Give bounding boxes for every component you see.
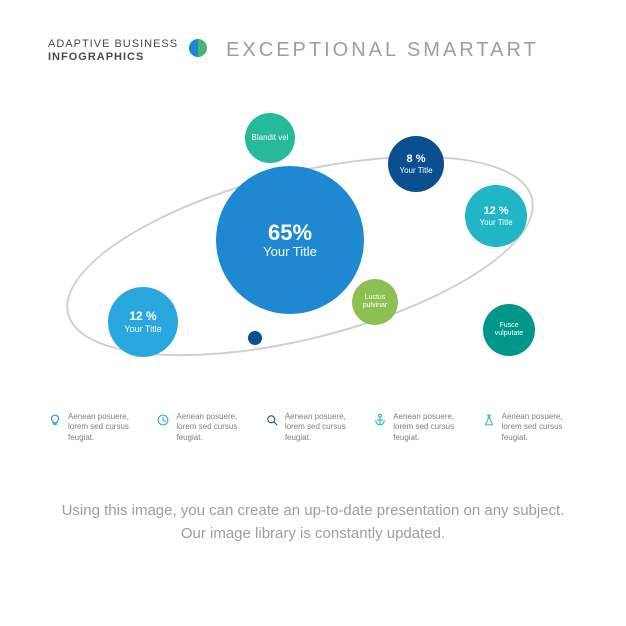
footer: Using this image, you can create an up-t… [48, 500, 578, 545]
feature-text: Aenean posuere, lorem sed cursus feugiat… [176, 412, 252, 443]
bubble-label: Your Title [475, 218, 516, 227]
flask-icon [482, 413, 496, 432]
bubble-label: Your Title [395, 166, 436, 175]
bubble-center: 65%Your Title [216, 166, 364, 314]
header: ADAPTIVE BUSINESS INFOGRAPHICS EXCEPTION… [48, 38, 578, 63]
bubble-dot [248, 331, 262, 345]
feature-item: Aenean posuere, lorem sed cursus feugiat… [373, 412, 469, 443]
feature-item: Aenean posuere, lorem sed cursus feugiat… [265, 412, 361, 443]
bubble-b3: 8 %Your Title [388, 136, 444, 192]
feature-item: Aenean posuere, lorem sed cursus feugiat… [156, 412, 252, 443]
brand-line-2: INFOGRAPHICS [48, 51, 178, 63]
feature-text: Aenean posuere, lorem sed cursus feugiat… [393, 412, 469, 443]
bubble-percent: 65% [268, 220, 312, 245]
search-icon [265, 413, 279, 432]
brand-line-1: ADAPTIVE BUSINESS [48, 38, 178, 50]
bubble-b5: Luctus pulvinar [352, 279, 398, 325]
bubble-b2: Blandit vel [245, 113, 295, 163]
brand-block: ADAPTIVE BUSINESS INFOGRAPHICS [48, 38, 178, 62]
bubble-label: Luctus pulvinar [352, 294, 398, 310]
bubble-label: Your Title [120, 324, 165, 334]
feature-text: Aenean posuere, lorem sed cursus feugiat… [68, 412, 144, 443]
feature-item: Aenean posuere, lorem sed cursus feugiat… [48, 412, 144, 443]
bubble-percent: 12 % [129, 310, 156, 324]
feature-text: Aenean posuere, lorem sed cursus feugiat… [285, 412, 361, 443]
page-title: EXCEPTIONAL SMARTART [226, 39, 539, 62]
bubble-percent: 8 % [407, 153, 426, 166]
feature-text: Aenean posuere, lorem sed cursus feugiat… [502, 412, 578, 443]
bubble-b1: 12 %Your Title [108, 287, 178, 357]
clock-icon [156, 413, 170, 432]
bubble-label: Blandit vel [248, 133, 293, 142]
bulb-icon [48, 413, 62, 432]
bubble-b4: 12 %Your Title [465, 185, 527, 247]
logo-icon [188, 38, 208, 63]
anchor-icon [373, 413, 387, 432]
bubble-label: Your Title [259, 245, 321, 260]
feature-item: Aenean posuere, lorem sed cursus feugiat… [482, 412, 578, 443]
features-row: Aenean posuere, lorem sed cursus feugiat… [48, 412, 578, 443]
bubble-label: Fusce vulputate [483, 322, 535, 338]
bubble-percent: 12 % [483, 205, 508, 218]
orbit-ellipse [47, 116, 553, 395]
footer-text: Using this image, you can create an up-t… [48, 500, 578, 545]
bubble-b6: Fusce vulputate [483, 304, 535, 356]
